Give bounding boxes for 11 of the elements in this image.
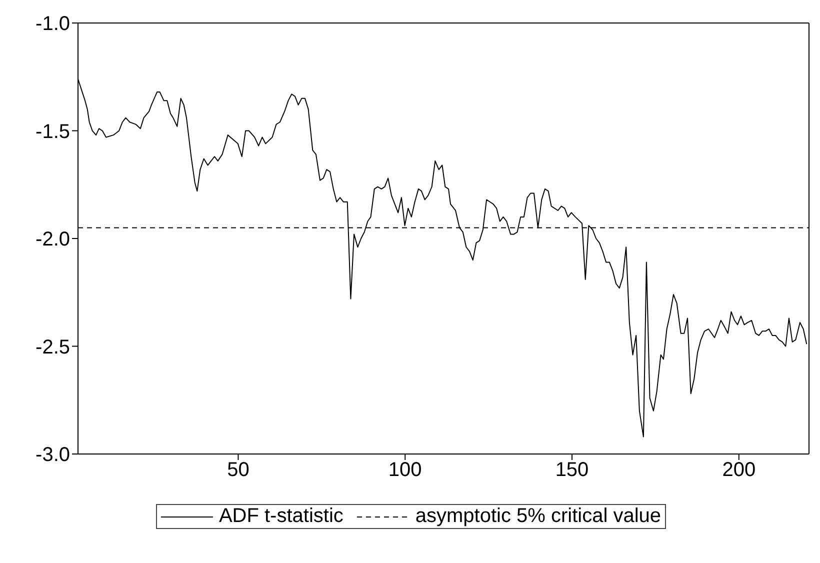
y-tick-label: -2.5 [36,336,70,358]
x-tick-label: 50 [227,459,250,482]
y-tick-label: -1.5 [36,120,70,143]
x-tick-label: 200 [722,459,756,482]
x-tick-label: 100 [388,459,422,482]
y-tick-label: -1.0 [36,13,70,36]
legend-label: ADF t-statistic [218,505,344,528]
y-tick-label: -2.0 [36,228,70,251]
legend-label: asymptotic 5% critical value [415,505,662,528]
x-tick-label: 150 [555,459,589,482]
y-tick-label: -3.0 [36,444,70,466]
